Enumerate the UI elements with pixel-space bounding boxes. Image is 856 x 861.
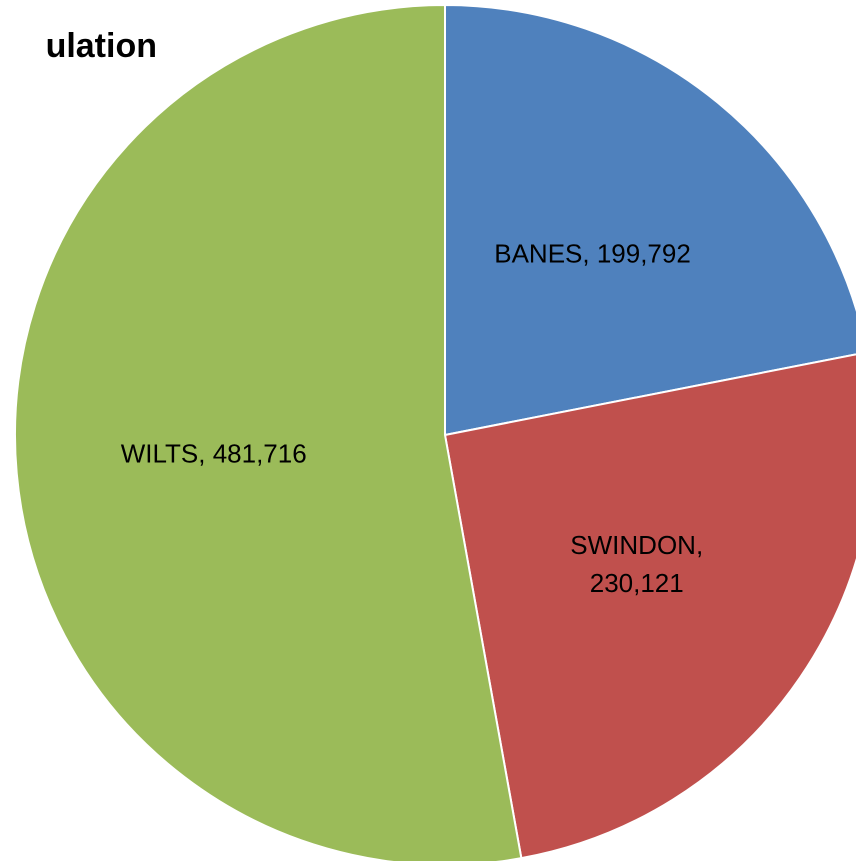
data-label: WILTS, 481,716 bbox=[121, 439, 307, 469]
label-line: 230,121 bbox=[590, 568, 684, 598]
label-line: SWINDON, bbox=[570, 530, 703, 560]
chart-title: ulation bbox=[46, 27, 157, 65]
pie-slice bbox=[444, 3, 856, 437]
data-label: BANES, 199,792 bbox=[494, 239, 691, 269]
pie-slice bbox=[14, 3, 523, 861]
data-label: SWINDON, 230,121 bbox=[570, 530, 703, 598]
pie-slice bbox=[443, 353, 856, 860]
